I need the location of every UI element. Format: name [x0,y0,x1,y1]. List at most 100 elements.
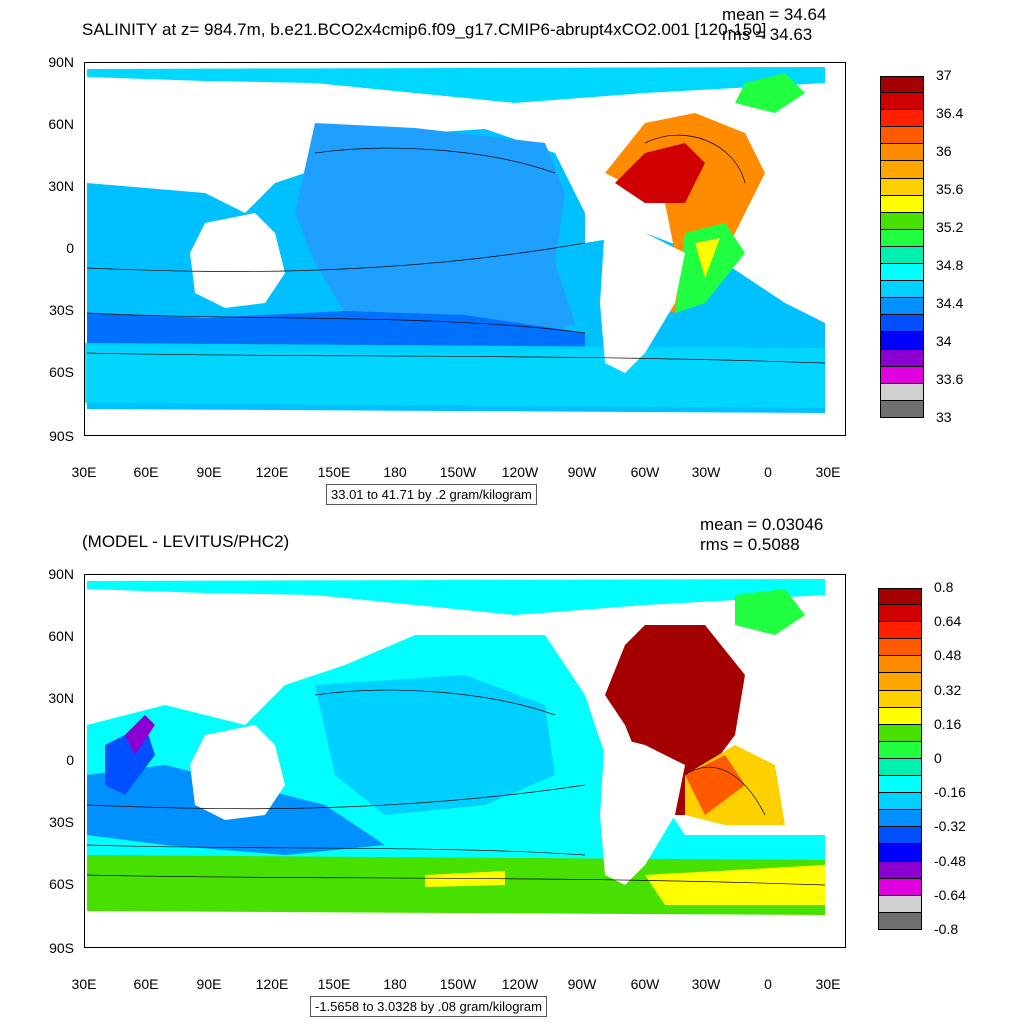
colorbar-swatch [878,639,922,657]
y-tick-label: 60S [49,876,74,892]
x-tick-label: 30E [815,976,841,992]
x-tick-label: 30E [71,976,97,992]
mean-readout: mean = 0.03046 [700,515,824,534]
x-tick-label: 120E [255,976,289,992]
colorbar-label: 0.32 [934,681,962,698]
colorbar-swatch [880,383,924,401]
x-tick-label: 120E [255,464,289,480]
x-tick-label: 90W [567,464,597,480]
x-tick-label: 0 [764,976,772,992]
colorbar-label: 33.6 [936,371,964,387]
contour-range-label: -1.5658 to 3.0328 by .08 gram/kilogram [310,996,547,1017]
colorbar-label: 34 [936,333,952,349]
salinity-colorbar [880,76,924,418]
x-tick-label: 30E [815,464,841,480]
colorbar-label: 37 [936,67,952,83]
colorbar-swatch [880,76,924,94]
x-tick-label: 120W [501,976,539,992]
colorbar-label: 36.4 [936,105,964,121]
colorbar-swatch [878,861,922,879]
x-tick-label: 150W [439,976,477,992]
colorbar-label: 34.4 [936,295,964,311]
y-tick-label: 90N [48,566,74,582]
colorbar-label: 33 [936,409,952,425]
colorbar-swatch [880,349,924,367]
x-tick-label: 60E [133,976,159,992]
colorbar-swatch [878,673,922,691]
colorbar-label: 35.6 [936,181,964,197]
colorbar-swatch [880,144,924,162]
x-tick-label: 180 [383,976,407,992]
colorbar-label: -0.32 [934,818,966,835]
y-tick-label: 60N [48,628,74,644]
x-tick-label: 150E [317,976,351,992]
colorbar-swatch [880,246,924,265]
colorbar-swatch [878,656,922,674]
x-tick-label: 90W [567,976,597,992]
y-tick-label: 60S [49,364,74,380]
colorbar-swatch [878,878,922,896]
panel-title: SALINITY at z= 984.7m, b.e21.BCO2x4cmip6… [82,20,767,39]
x-tick-label: 0 [764,464,772,480]
y-tick-label: 30S [49,814,74,830]
contour-range-label: 33.01 to 41.71 by .2 gram/kilogram [326,484,537,505]
colorbar-swatch [878,895,922,913]
colorbar-swatch [880,161,924,179]
y-tick-label: 90S [49,940,74,956]
colorbar-label: -0.64 [934,886,966,903]
colorbar-swatch [880,400,924,418]
colorbar-swatch [878,912,922,930]
colorbar-swatch [880,229,924,247]
colorbar-label: 0 [934,750,942,766]
salinity-panel: SALINITY at z= 984.7m, b.e21.BCO2x4cmip6… [48,6,964,505]
y-tick-label: 0 [66,240,74,256]
rms-readout: rms = 0.5088 [700,535,800,554]
colorbar-swatch [880,195,924,213]
colorbar-label: -0.48 [934,852,966,869]
x-tick-label: 180 [383,464,407,480]
x-tick-label: 150E [317,464,351,480]
colorbar-swatch [880,366,924,384]
colorbar-label: 36 [936,143,952,159]
colorbar-swatch [880,110,924,128]
difference-colorbar [878,588,922,930]
colorbar-label: 0.64 [934,613,962,630]
colorbar-swatch [878,690,922,708]
colorbar-label: -0.8 [934,921,959,937]
y-tick-label: 0 [66,752,74,768]
rms-readout: rms = 34.63 [722,25,813,44]
colorbar-swatch [878,622,922,640]
colorbar-swatch [880,281,924,299]
y-tick-label: 30N [48,178,74,194]
x-tick-label: 90E [196,976,222,992]
colorbar-swatch [880,127,924,145]
colorbar-swatch [878,741,922,759]
y-tick-label: 90N [48,54,74,70]
colorbar-label: 0.8 [934,579,954,595]
colorbar-swatch [878,793,922,811]
x-tick-label: 90E [196,464,222,480]
x-tick-label: 30W [691,464,721,480]
x-tick-label: 30W [691,976,721,992]
x-tick-label: 30E [71,464,97,480]
y-tick-label: 90S [49,428,74,444]
colorbar-label: 35.2 [936,219,964,235]
colorbar-swatch [880,332,924,350]
colorbar-swatch [878,605,922,623]
colorbar-swatch [880,93,924,111]
salinity-map [84,62,846,436]
colorbar-swatch [878,588,922,606]
colorbar-swatch [880,264,924,282]
x-tick-label: 60E [133,464,159,480]
colorbar-swatch [878,758,922,777]
y-tick-label: 30N [48,690,74,706]
colorbar-label: 34.8 [936,257,964,273]
difference-panel: (MODEL - LEVITUS/PHC2) mean = 0.03046 rm… [0,512,1024,1024]
panel-title: (MODEL - LEVITUS/PHC2) [82,532,290,551]
colorbar-swatch [880,178,924,196]
x-tick-label: 60W [630,464,660,480]
colorbar-label: 0.16 [934,715,962,732]
y-tick-label: 30S [49,302,74,318]
y-tick-label: 60N [48,116,74,132]
colorbar-swatch [880,298,924,316]
